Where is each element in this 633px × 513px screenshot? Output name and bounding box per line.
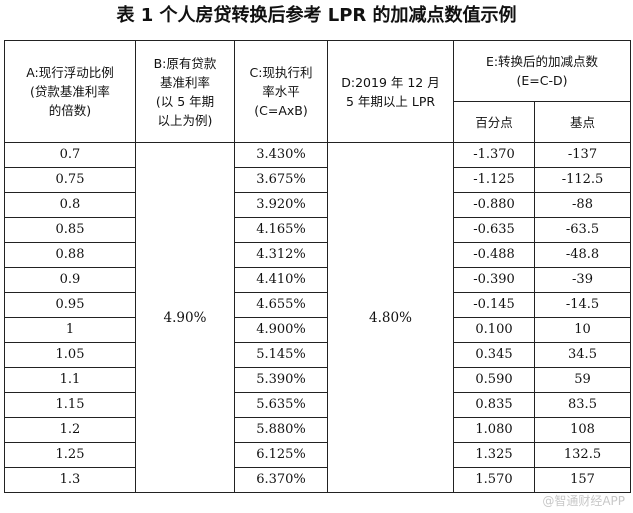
cell-ratio: 1 [4,317,136,343]
watermark: @智通财经APP [542,494,625,508]
header-percent-points: 百分点 [453,101,535,143]
header-basis-points: 基点 [534,101,631,143]
cell-ratio: 0.7 [4,142,136,168]
cell-percent-points: -0.488 [453,242,535,268]
cell-current-rate: 4.900% [234,317,328,343]
cell-percent-points: -0.390 [453,267,535,293]
cell-basis-points: 59 [534,367,631,393]
cell-percent-points: -1.125 [453,167,535,193]
table-row: 0.85 4.165% -0.635 -63.5 [4,217,631,243]
cell-basis-points: -14.5 [534,292,631,318]
cell-percent-points: 0.590 [453,367,535,393]
cell-current-rate: 4.312% [234,242,328,268]
cell-current-rate: 6.370% [234,467,328,493]
header-col-a: A:现行浮动比例 (贷款基准利率 的倍数) [4,40,136,143]
table-row: 1 4.900% 0.100 10 [4,317,631,343]
table-row: 1.1 5.390% 0.590 59 [4,367,631,393]
cell-current-rate: 4.655% [234,292,328,318]
lpr-conversion-table: A:现行浮动比例 (贷款基准利率 的倍数) B:原有贷款 基准利率 (以 5 年期 以上为… [4,40,631,493]
cell-ratio: 0.8 [4,192,136,218]
cell-current-rate: 5.390% [234,367,328,393]
cell-current-rate: 3.920% [234,192,328,218]
cell-basis-points: 108 [534,417,631,443]
cell-ratio: 0.75 [4,167,136,193]
header-col-b: B:原有贷款 基准利率 (以 5 年期 以上为例) [135,40,235,143]
cell-current-rate: 5.145% [234,342,328,368]
header-col-c: C:现执行利 率水平 (C=AxB) [234,40,328,143]
cell-ratio: 1.3 [4,467,136,493]
cell-basis-points: -137 [534,142,631,168]
table-row: 0.95 4.655% -0.145 -14.5 [4,292,631,318]
cell-basis-points: 157 [534,467,631,493]
cell-base-rate: 4.90% [135,142,235,493]
cell-percent-points: -0.880 [453,192,535,218]
cell-current-rate: 4.410% [234,267,328,293]
cell-percent-points: -1.370 [453,142,535,168]
cell-current-rate: 3.430% [234,142,328,168]
cell-percent-points: 1.325 [453,442,535,468]
table-row: 0.9 4.410% -0.390 -39 [4,267,631,293]
table-row: 1.15 5.635% 0.835 83.5 [4,392,631,418]
table-row: 0.88 4.312% -0.488 -48.8 [4,242,631,268]
cell-ratio: 1.05 [4,342,136,368]
cell-basis-points: -88 [534,192,631,218]
cell-basis-points: -63.5 [534,217,631,243]
table-row: 1.25 6.125% 1.325 132.5 [4,442,631,468]
cell-ratio: 0.9 [4,267,136,293]
cell-percent-points: 1.570 [453,467,535,493]
table-row: 0.7 4.90% 3.430% 4.80% -1.370 -137 [4,142,631,493]
cell-percent-points: -0.635 [453,217,535,243]
cell-lpr: 4.80% [327,142,454,493]
cell-current-rate: 5.880% [234,417,328,443]
cell-basis-points: -39 [534,267,631,293]
cell-percent-points: -0.145 [453,292,535,318]
cell-percent-points: 0.100 [453,317,535,343]
cell-current-rate: 6.125% [234,442,328,468]
cell-basis-points: 132.5 [534,442,631,468]
cell-ratio: 0.85 [4,217,136,243]
cell-current-rate: 5.635% [234,392,328,418]
cell-basis-points: 10 [534,317,631,343]
table-row: 1.05 5.145% 0.345 34.5 [4,342,631,368]
table-row: 1.3 6.370% 1.570 157 [4,467,631,493]
cell-basis-points: 83.5 [534,392,631,418]
table-row: 0.8 3.920% -0.880 -88 [4,192,631,218]
cell-current-rate: 3.675% [234,167,328,193]
cell-percent-points: 0.835 [453,392,535,418]
cell-ratio: 1.1 [4,367,136,393]
table-row: 1.2 5.880% 1.080 108 [4,417,631,443]
header-col-e: E:转换后的加减点数 (E=C-D) [453,40,631,102]
cell-basis-points: 34.5 [534,342,631,368]
cell-ratio: 0.95 [4,292,136,318]
cell-percent-points: 0.345 [453,342,535,368]
table-row: 0.75 3.675% -1.125 -112.5 [4,167,631,193]
cell-ratio: 1.2 [4,417,136,443]
cell-percent-points: 1.080 [453,417,535,443]
table-title: 表 1 个人房贷转换后参考 LPR 的加减点数值示例 [116,5,517,26]
cell-current-rate: 4.165% [234,217,328,243]
cell-basis-points: -48.8 [534,242,631,268]
cell-ratio: 1.15 [4,392,136,418]
cell-ratio: 1.25 [4,442,136,468]
cell-ratio: 0.88 [4,242,136,268]
cell-basis-points: -112.5 [534,167,631,193]
